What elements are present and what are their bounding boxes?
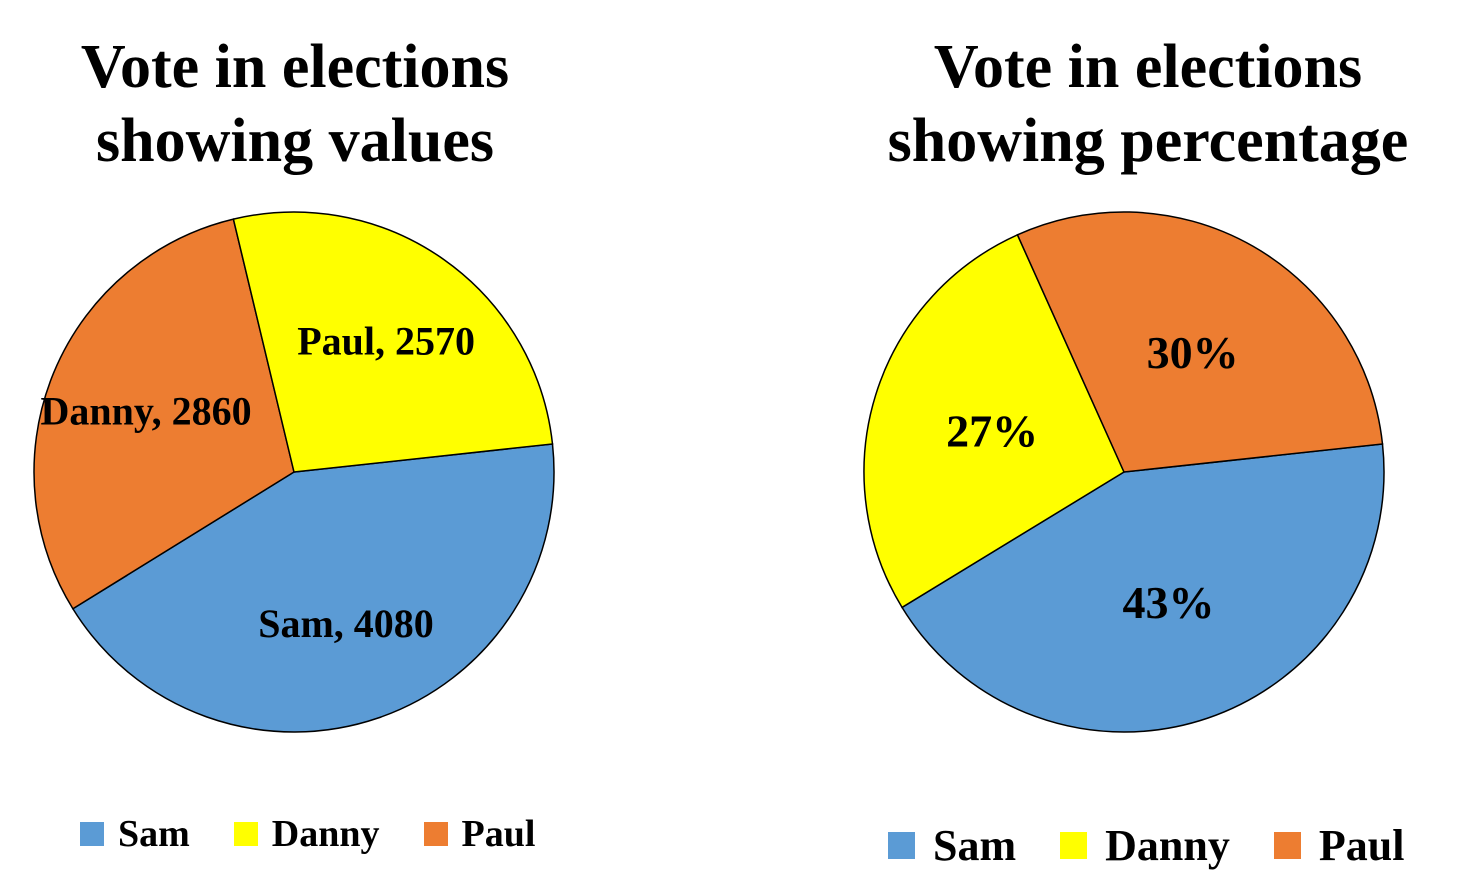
pie-slice-paul [1016,211,1384,473]
slice-label-paul: Paul, 2570 [297,319,475,364]
pie-slice-paul [232,211,554,473]
legend-label-sam: Sam [118,813,190,855]
chart-title-line-2: showing percentage [887,107,1409,175]
legend-item-paul: Paul [423,812,536,856]
legend-swatch-sam [80,822,104,846]
chart-title: Vote in elections showing percentage [830,30,1466,178]
chart-title-line-1: Vote in elections [933,33,1363,101]
slice-label-paul: 30% [1147,327,1239,378]
legend-label-paul: Paul [1318,821,1405,870]
legend-label-danny: Danny [1105,821,1230,870]
pie-plot-area: Sam, 4080 Danny, 2860 Paul, 2570 [33,211,555,733]
slice-label-danny: Danny, 2860 [40,389,251,434]
pie-chart-percentage: Vote in elections showing percentage 43%… [830,0,1466,883]
chart-title-line-1: Vote in elections [80,33,510,101]
legend-swatch-paul [423,822,448,846]
pie-chart-values: Vote in elections showing values Sam, 40… [0,0,590,883]
chart-title: Vote in elections showing values [0,30,590,178]
legend: Sam Danny Paul [80,812,579,856]
legend-swatch-paul [1273,832,1301,859]
legend-item-paul: Paul [1273,820,1405,871]
slice-label-sam: Sam, 4080 [258,601,434,646]
legend-item-sam: Sam [80,812,190,856]
legend-label-sam: Sam [933,821,1017,870]
legend-label-danny: Danny [271,813,380,855]
legend-item-sam: Sam [888,820,1016,871]
legend-item-danny: Danny [233,812,380,856]
legend-item-danny: Danny [1060,820,1230,871]
legend-swatch-sam [888,832,915,859]
chart-title-line-2: showing values [96,107,494,175]
legend-swatch-danny [233,822,258,846]
legend-swatch-danny [1060,832,1088,859]
slice-label-sam: 43% [1122,577,1214,628]
pie-slice-danny [33,218,295,610]
slice-label-danny: 27% [946,406,1038,457]
pie-plot-area: 43% 27% 30% [863,211,1385,733]
pie-slice-sam [901,443,1385,733]
pie-slice-sam [71,443,555,733]
legend-label-paul: Paul [461,813,536,855]
legend: Sam Danny Paul [888,820,1448,871]
